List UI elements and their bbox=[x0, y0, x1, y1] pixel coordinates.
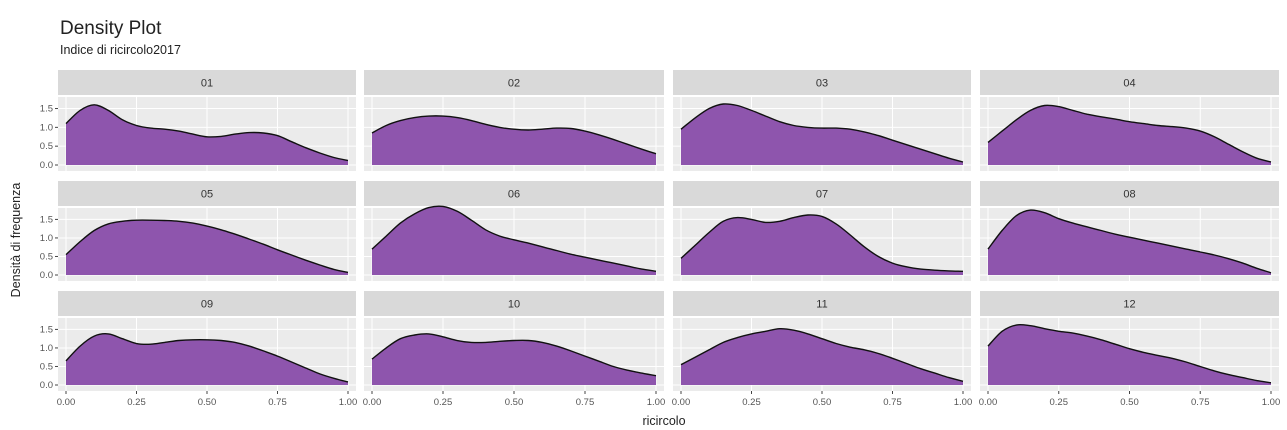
y-tick-label: 1.5 bbox=[40, 324, 53, 335]
x-tick-label: 0.75 bbox=[576, 397, 595, 408]
facet-strip-label: 03 bbox=[816, 78, 828, 90]
density-area bbox=[66, 220, 348, 275]
facet-strip bbox=[980, 70, 1279, 95]
density-line bbox=[987, 209, 1272, 274]
x-tick-label: 0.25 bbox=[742, 397, 761, 408]
y-tick-label: 0.5 bbox=[40, 141, 53, 152]
facet-panel-03: 03 bbox=[673, 70, 971, 171]
density-area bbox=[66, 104, 348, 165]
facet-panel-12: 12 0.00 0.25 0.50 0.75 1.00 bbox=[979, 291, 1281, 408]
y-tick-label: 1.0 bbox=[40, 343, 53, 354]
facet-panel-08: 08 bbox=[980, 181, 1279, 281]
facet-strip bbox=[673, 291, 971, 316]
y-tick-label: 0.0 bbox=[40, 160, 53, 171]
facet-strip-label: 04 bbox=[1123, 78, 1135, 90]
density-area bbox=[372, 115, 656, 165]
facet-strip-label: 09 bbox=[201, 299, 213, 311]
density-line bbox=[65, 104, 349, 162]
density-line bbox=[680, 214, 964, 272]
facet-panel-09: 09 0.0 0.5 1.0 1.5 0.00 0.25 0.50 0.75 1.00 bbox=[40, 291, 357, 408]
chart-title: Density Plot bbox=[60, 18, 162, 39]
y-tick-label: 0.0 bbox=[40, 270, 53, 281]
chart-subtitle: Indice di ricircolo2017 bbox=[60, 43, 181, 57]
density-area bbox=[66, 333, 348, 385]
y-tick-label: 0.0 bbox=[40, 380, 53, 391]
facet-strip bbox=[364, 291, 664, 316]
density-line bbox=[371, 333, 657, 377]
density-area bbox=[681, 328, 963, 385]
density-line bbox=[680, 327, 964, 382]
x-tick-label: 1.00 bbox=[647, 397, 666, 408]
facet-panel-10: 10 0.00 0.25 0.50 0.75 1.00 bbox=[363, 291, 666, 408]
facet-strip bbox=[58, 291, 356, 316]
density-area bbox=[372, 333, 656, 385]
facet-strip-label: 08 bbox=[1123, 189, 1135, 201]
facet-strip bbox=[673, 70, 971, 95]
facet-strip bbox=[673, 181, 971, 206]
x-axis-title: ricircolo bbox=[642, 414, 685, 428]
x-tick-label: 0.00 bbox=[979, 397, 998, 408]
density-area bbox=[681, 103, 963, 165]
x-tick-label: 0.00 bbox=[363, 397, 382, 408]
x-tick-label: 0.25 bbox=[127, 397, 146, 408]
facet-strip bbox=[980, 291, 1279, 316]
facet-strip-label: 10 bbox=[508, 299, 520, 311]
facet-strip-label: 11 bbox=[816, 299, 827, 311]
density-line bbox=[680, 103, 964, 163]
y-tick-label: 1.0 bbox=[40, 233, 53, 244]
x-tick-label: 0.25 bbox=[1050, 397, 1069, 408]
x-tick-label: 0.50 bbox=[1120, 397, 1139, 408]
facet-panel-07: 07 bbox=[673, 181, 971, 281]
facet-strip bbox=[364, 70, 664, 95]
facet-strip-label: 07 bbox=[816, 189, 828, 201]
facet-strip bbox=[980, 181, 1279, 206]
density-line bbox=[65, 219, 349, 274]
density-area bbox=[988, 324, 1271, 385]
x-tick-label: 0.50 bbox=[505, 397, 524, 408]
x-tick-label: 1.00 bbox=[339, 397, 358, 408]
facet-strip bbox=[364, 181, 664, 206]
density-line bbox=[987, 104, 1272, 163]
y-tick-label: 0.5 bbox=[40, 361, 53, 372]
y-axis-title: Densità di frequenza bbox=[9, 183, 23, 298]
facet-strip bbox=[58, 70, 356, 95]
facet-panel-02: 02 bbox=[364, 70, 664, 171]
y-tick-label: 1.5 bbox=[40, 214, 53, 225]
x-tick-label: 0.75 bbox=[268, 397, 287, 408]
y-tick-label: 0.5 bbox=[40, 251, 53, 262]
density-area bbox=[988, 105, 1271, 165]
facet-strip-label: 12 bbox=[1123, 299, 1135, 311]
facet-strip-label: 02 bbox=[508, 78, 520, 90]
density-line bbox=[65, 333, 349, 383]
facet-panel-04: 04 bbox=[980, 70, 1279, 171]
facet-panels: 01 0.0 0.5 1.0 1.5 02 03 04 05 0.0 0.5 1.0 1.5 06 07 08… bbox=[40, 70, 1280, 408]
density-area bbox=[988, 210, 1271, 275]
x-tick-label: 0.50 bbox=[813, 397, 832, 408]
x-tick-label: 0.25 bbox=[434, 397, 453, 408]
y-tick-label: 1.5 bbox=[40, 104, 53, 115]
facet-panel-05: 05 0.0 0.5 1.0 1.5 bbox=[40, 181, 356, 281]
x-tick-label: 0.00 bbox=[672, 397, 691, 408]
x-tick-label: 0.00 bbox=[57, 397, 76, 408]
x-tick-label: 0.75 bbox=[883, 397, 902, 408]
facet-strip-label: 05 bbox=[201, 189, 213, 201]
x-tick-label: 1.00 bbox=[954, 397, 973, 408]
facet-panel-06: 06 bbox=[364, 181, 664, 281]
facet-strip bbox=[58, 181, 356, 206]
facet-panel-11: 11 0.00 0.25 0.50 0.75 1.00 bbox=[672, 291, 973, 408]
density-area bbox=[681, 214, 963, 275]
density-line bbox=[371, 115, 657, 155]
facet-strip-label: 06 bbox=[508, 189, 520, 201]
x-tick-label: 1.00 bbox=[1262, 397, 1281, 408]
x-tick-label: 0.50 bbox=[198, 397, 217, 408]
density-line bbox=[987, 323, 1272, 384]
facet-strip-label: 01 bbox=[201, 78, 213, 90]
density-line bbox=[371, 205, 657, 272]
facet-panel-01: 01 0.0 0.5 1.0 1.5 bbox=[40, 70, 356, 171]
y-tick-label: 1.0 bbox=[40, 122, 53, 133]
x-tick-label: 0.75 bbox=[1191, 397, 1210, 408]
